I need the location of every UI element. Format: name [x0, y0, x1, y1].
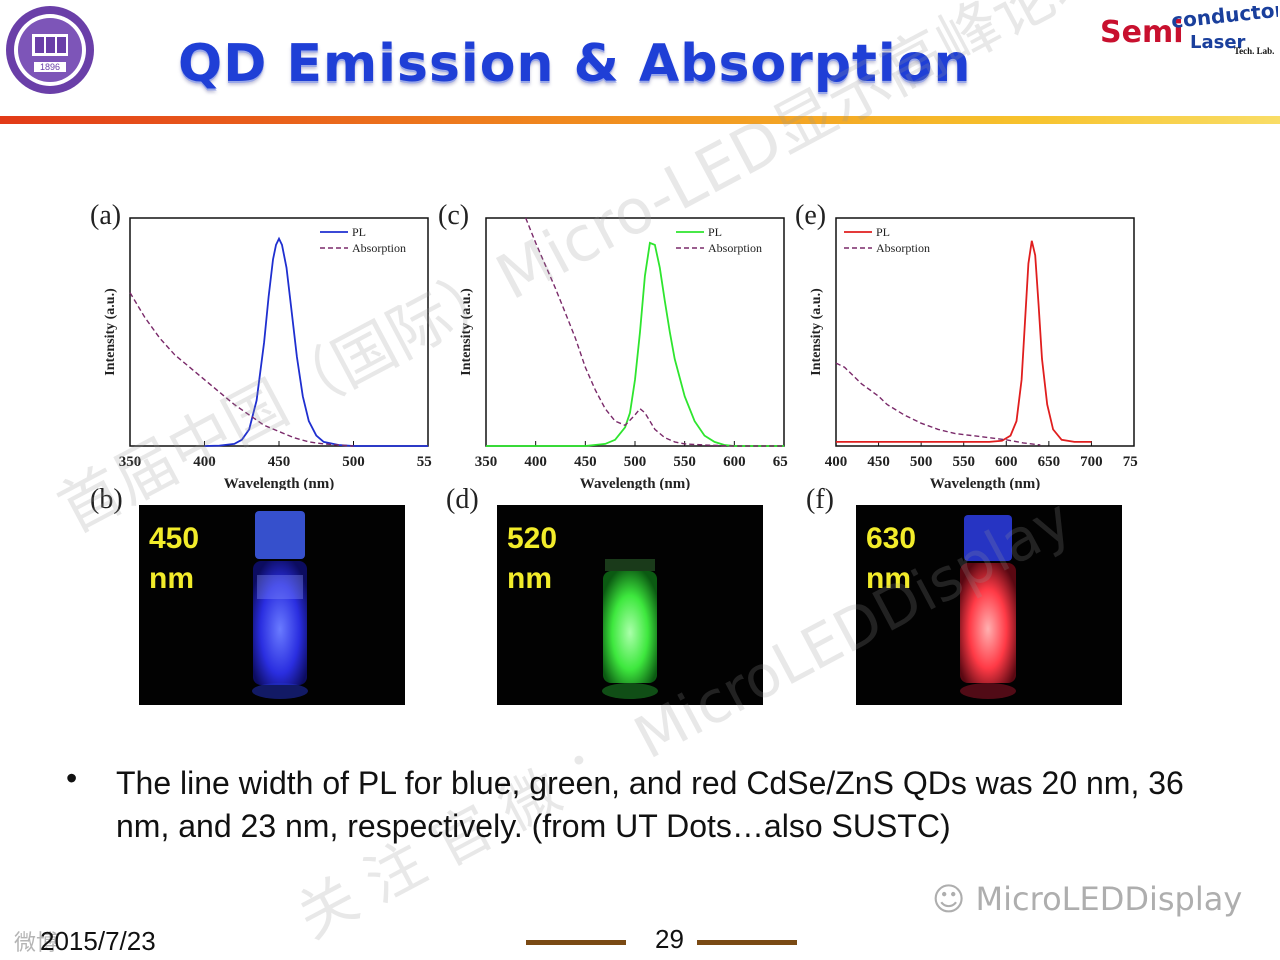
legend-label-absorption: Absorption [708, 241, 762, 255]
legend-label-pl: PL [708, 225, 722, 239]
footer-date: 2015/7/23 [40, 926, 156, 956]
vial-red-image [960, 515, 1016, 699]
logo-lab-text: Tech. Lab. [1234, 46, 1274, 56]
x-tick-label: 700 [1080, 454, 1103, 470]
wavelength-unit-blue: nm [149, 562, 194, 595]
y-axis-label: Intensity (a.u.) [459, 288, 474, 376]
plot-frame [835, 217, 1135, 447]
x-tick-label: 450 [268, 454, 291, 470]
legend-label-pl: PL [352, 225, 366, 239]
x-axis-label: Wavelength (nm) [224, 476, 334, 490]
slide-title: QD Emission & Absorption [178, 34, 972, 94]
series-line-pl [486, 241, 784, 447]
wechat-account-watermark: ☺ MicroLEDDisplay [932, 880, 1242, 918]
wavelength-unit-green: nm [507, 562, 552, 595]
x-tick-label: 550 [417, 454, 432, 470]
x-tick-label: 650 [1038, 454, 1061, 470]
x-tick-label: 500 [342, 454, 365, 470]
panel-label-b: (b) [90, 484, 123, 515]
x-tick-label: 400 [524, 454, 547, 470]
panel-label-a: (a) [90, 200, 122, 231]
logo-word-conductor: conductor [1170, 6, 1278, 33]
x-tick-label: 500 [910, 454, 933, 470]
chart-blue-qd-spectrum: 350 400 450 500 550 Wavelength (nm) Intensity … [96, 210, 439, 495]
chart-svg-2: 400 450 500 550 600 650 700 750 Wavelength (nm) I… [809, 217, 1145, 492]
series-line-absorption [835, 362, 1041, 446]
panel-label-e: (e) [795, 200, 827, 231]
chart-green-qd-spectrum: 350 400 450 500 550 600 650 Wavelength (nm) Inte… [452, 210, 795, 495]
footer-line-right [697, 940, 797, 945]
photo-red-qd-vial: 630 nm [856, 505, 1122, 705]
y-axis-label: Intensity (a.u.) [809, 288, 824, 376]
semiconductor-laser-lab-logo: Semi conductor Laser Tech. Lab. [1100, 6, 1278, 56]
x-tick-label: 500 [624, 454, 647, 470]
vial-green-image [602, 559, 658, 699]
series-line-pl [204, 236, 428, 447]
footer-weibo-watermark: 微博 [14, 930, 59, 955]
university-seal-logo: 1896 [6, 6, 94, 94]
x-tick-label: 750 [1123, 454, 1138, 470]
panel-label-f: (f) [806, 484, 834, 515]
x-tick-label: 650 [773, 454, 788, 470]
x-tick-label: 400 [193, 454, 216, 470]
bullet-dot: • [66, 760, 78, 796]
x-tick-label: 450 [867, 454, 890, 470]
footer-line-left [526, 940, 626, 945]
legend-label-pl: PL [876, 225, 890, 239]
wechat-account-name: MicroLEDDisplay [975, 880, 1243, 918]
panel-label-d: (d) [446, 484, 479, 515]
title-underline-bar [0, 116, 1280, 124]
x-tick-label: 400 [825, 454, 848, 470]
series-line-absorption [525, 217, 784, 447]
x-tick-label: 550 [952, 454, 975, 470]
x-tick-label: 600 [995, 454, 1018, 470]
photo-green-qd-vial: 520 nm [497, 505, 763, 705]
x-tick-label: 350 [119, 454, 142, 470]
chart-svg-1: 350 400 450 500 550 600 650 Wavelength (nm) Inte… [459, 217, 795, 492]
chart-svg-0: 350 400 450 500 550 Wavelength (nm) Intensity … [103, 217, 439, 492]
vial-blue-image [252, 511, 308, 699]
series-line-absorption [129, 292, 354, 447]
photo-blue-qd-vial: 450 nm [139, 505, 405, 705]
chart-red-qd-spectrum: 400 450 500 550 600 650 700 750 Wavelength (nm) I… [802, 210, 1145, 495]
wavelength-value-red: 630 [866, 522, 917, 555]
wavelength-value-blue: 450 [149, 522, 200, 555]
wavelength-value-green: 520 [507, 522, 558, 555]
logo-word-semi: Semi [1100, 15, 1184, 50]
series-line-pl [836, 240, 1092, 443]
wavelength-unit-red: nm [866, 562, 911, 595]
seal-year-text: 1896 [40, 62, 60, 72]
y-axis-label: Intensity (a.u.) [103, 288, 118, 376]
x-axis-label: Wavelength (nm) [930, 476, 1040, 490]
wechat-icon: ☺ [932, 880, 966, 918]
bullet-text: The line width of PL for blue, green, an… [116, 765, 1184, 844]
legend-label-absorption: Absorption [352, 241, 406, 255]
x-axis-label: Wavelength (nm) [580, 476, 690, 490]
x-tick-label: 450 [574, 454, 597, 470]
logo-word-laser: Laser [1190, 32, 1246, 53]
panel-label-c: (c) [438, 200, 470, 231]
page-number: 29 [655, 924, 684, 954]
legend-label-absorption: Absorption [876, 241, 930, 255]
x-tick-label: 550 [673, 454, 696, 470]
x-tick-label: 600 [723, 454, 746, 470]
x-tick-label: 350 [475, 454, 498, 470]
